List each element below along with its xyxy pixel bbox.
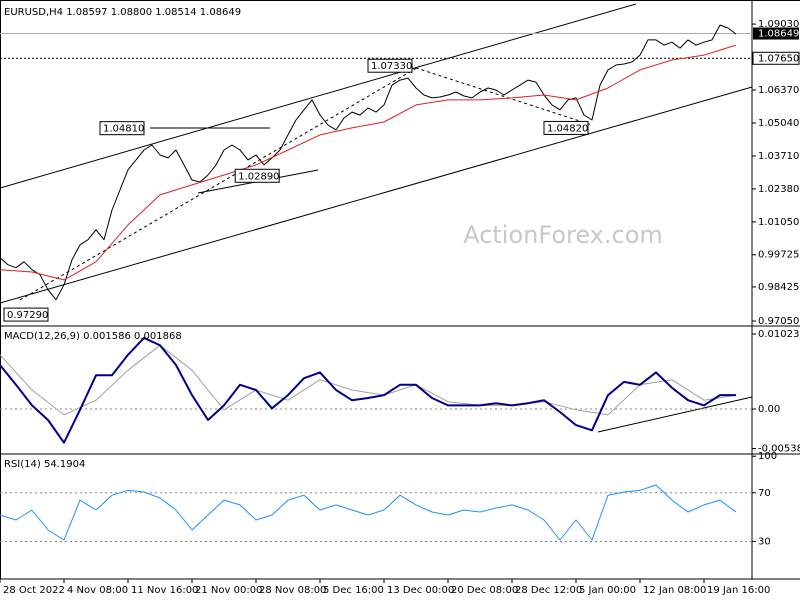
y-tick-label: 1.02380 [758, 184, 799, 195]
y-tick-label: 0.00 [758, 404, 780, 415]
channel-lower [0, 86, 753, 304]
last-price-box [753, 27, 799, 40]
x-tick-label: 5 Jan 00:00 [579, 585, 636, 596]
channel-upper [0, 3, 637, 189]
x-tick-label: 12 Jan 08:00 [643, 585, 706, 596]
y-tick-label: 0.99725 [758, 250, 799, 261]
annotation-label: 1.04820 [547, 123, 588, 134]
panel-title: EURUSD,H4 1.08597 1.08800 1.08514 1.0864… [4, 7, 241, 18]
panel-title: MACD(12,26,9) 0.001586 0.001868 [4, 331, 182, 342]
annotation-label: 1.07330 [371, 61, 412, 72]
series-line [0, 344, 737, 416]
y-tick-label: 1.03710 [758, 151, 799, 162]
series-line [0, 44, 737, 281]
y-tick-label: 30 [758, 536, 771, 547]
annotation-label: 1.04810 [103, 124, 144, 135]
x-tick-label: 20 Dec 08:00 [451, 585, 518, 596]
y-tick-label: 100 [758, 451, 777, 462]
y-tick-label: 1.01050 [758, 217, 799, 228]
watermark: ActionForex.com [463, 221, 663, 249]
level-label: 1.07650 [758, 53, 799, 64]
annotation-label: 0.97290 [7, 310, 48, 321]
y-tick-label: 70 [758, 488, 771, 499]
x-tick-label: 21 Nov 00:00 [195, 585, 262, 596]
annotation-box [543, 120, 589, 135]
macd-trendline [597, 396, 753, 433]
series-line [0, 24, 737, 301]
panel-title: RSI(14) 54.1904 [4, 459, 85, 470]
x-tick-label: 28 Nov 08:00 [259, 585, 326, 596]
annotation-box [367, 58, 413, 73]
y-tick-label: 0.97050 [758, 316, 799, 327]
x-tick-label: 5 Dec 16:00 [323, 585, 384, 596]
annotation-box [99, 121, 145, 136]
y-tick-label: 1.06370 [758, 85, 799, 96]
series-line [0, 336, 736, 444]
level-box [752, 51, 800, 65]
annotation-box [3, 307, 49, 322]
x-tick-label: 28 Oct 2022 [3, 585, 65, 596]
dashed-trend [19, 65, 421, 301]
y-tick-label: 0.010232 [758, 329, 800, 340]
dashed-trend [409, 65, 593, 126]
x-tick-label: 11 Nov 16:00 [131, 585, 198, 596]
y-tick-label: -0.005389 [758, 444, 800, 455]
x-tick-label: 28 Dec 12:00 [515, 585, 582, 596]
y-tick-label: 0.98425 [758, 282, 799, 293]
y-tick-label: 1.09030 [758, 19, 799, 30]
x-tick-label: 13 Dec 00:00 [387, 585, 454, 596]
y-tick-label: 1.05040 [758, 118, 799, 129]
last-price-label: 1.08649 [758, 29, 799, 40]
annotation-label: 1.02890 [238, 171, 279, 182]
x-tick-label: 19 Jan 16:00 [707, 585, 770, 596]
annotation-box [234, 168, 280, 183]
series-line [0, 484, 737, 541]
x-tick-label: 4 Nov 08:00 [67, 585, 128, 596]
